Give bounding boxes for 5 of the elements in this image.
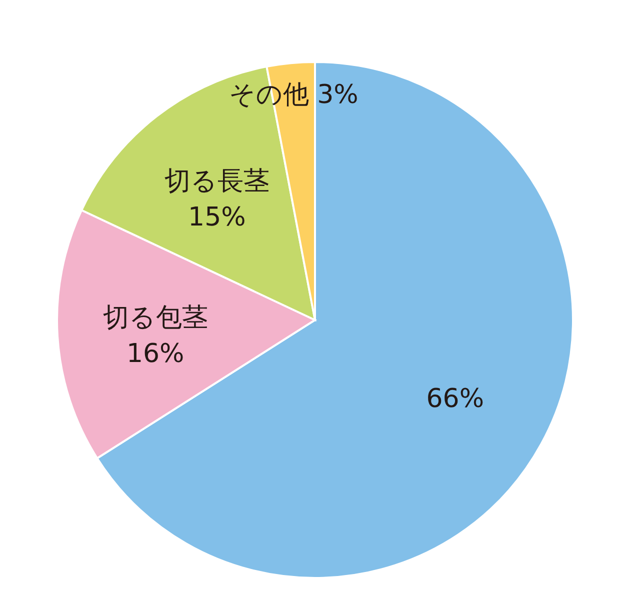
data-label: 16% (126, 339, 184, 370)
data-label: 15% (188, 202, 246, 233)
slice-label: 切る包茎 (102, 303, 208, 334)
data-label: 66% (426, 384, 484, 414)
slice-label: 切る長茎 (164, 166, 270, 197)
